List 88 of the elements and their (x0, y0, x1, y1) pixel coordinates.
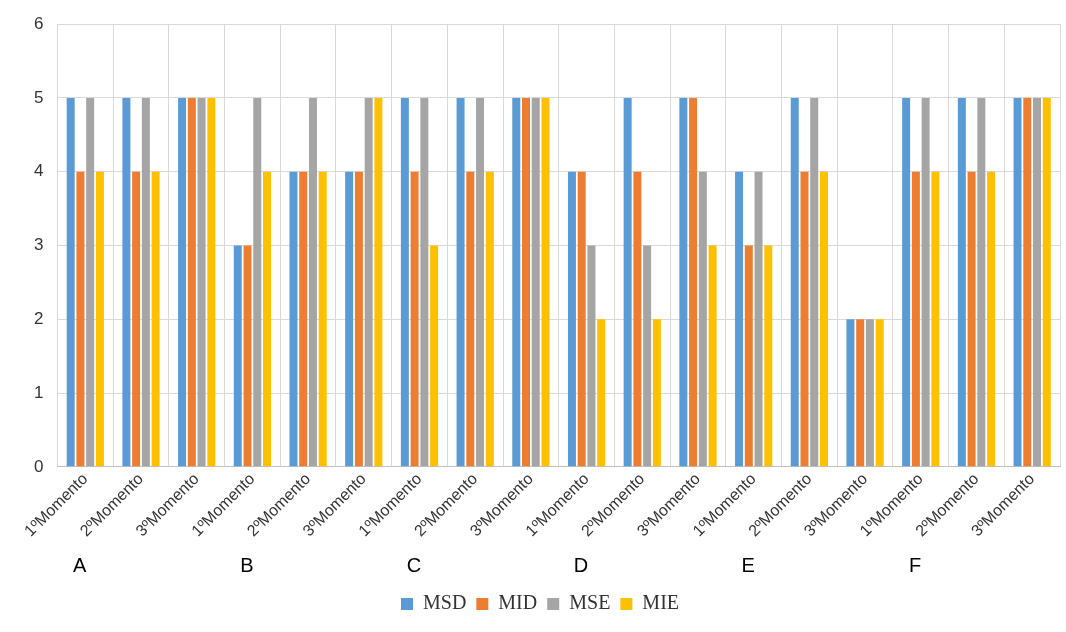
bar (744, 245, 753, 467)
bar (819, 171, 828, 467)
bar (790, 97, 799, 467)
bar (263, 171, 272, 467)
bar (308, 97, 317, 467)
bar (1013, 97, 1022, 467)
bar (86, 97, 95, 467)
bar (1033, 97, 1042, 467)
y-tick-label: 1 (33, 382, 44, 402)
bar (698, 171, 707, 467)
bar (187, 97, 196, 467)
bar (476, 97, 485, 467)
bar (299, 171, 308, 467)
bar (456, 97, 465, 467)
bar (420, 97, 429, 467)
bar (689, 97, 698, 467)
bar (531, 97, 540, 467)
bar (577, 171, 586, 467)
bar (633, 171, 642, 467)
legend-label: MIE (642, 591, 680, 614)
bar (708, 245, 717, 467)
bar (374, 97, 383, 467)
bar (679, 97, 688, 467)
bar (810, 97, 819, 467)
bar (95, 171, 104, 467)
text: E (741, 553, 755, 576)
bar (354, 171, 363, 467)
bar (400, 97, 409, 467)
bar (567, 171, 576, 467)
bar (132, 171, 141, 467)
bar (800, 171, 809, 467)
legend-label: MSD (422, 591, 467, 614)
bar (253, 97, 262, 467)
legend-label: MID (498, 591, 538, 614)
bar (597, 319, 606, 467)
bar (931, 171, 940, 467)
bar (243, 245, 252, 467)
bar (623, 97, 632, 467)
bar (289, 171, 298, 467)
y-tick-label: 3 (33, 235, 44, 255)
y-tick-label: 2 (33, 308, 44, 328)
bar (466, 171, 475, 467)
bar (197, 97, 206, 467)
bar (410, 171, 419, 467)
bar (764, 245, 773, 467)
bar (151, 171, 160, 467)
bar (987, 171, 996, 467)
bar (512, 97, 521, 467)
y-tick-label: 5 (33, 87, 44, 107)
bar (178, 97, 187, 467)
bar (652, 319, 661, 467)
bar (76, 171, 85, 467)
bar (318, 171, 327, 467)
text: A (73, 553, 88, 576)
bar (66, 97, 75, 467)
y-tick-label: 4 (33, 161, 44, 181)
bar (902, 97, 911, 467)
text: B (240, 553, 254, 576)
bar (122, 97, 131, 467)
bar (967, 171, 976, 467)
bar (735, 171, 744, 467)
bar (911, 171, 920, 467)
bar (1023, 97, 1032, 467)
y-tick-label: 6 (33, 13, 44, 33)
bar (1042, 97, 1051, 467)
bar (364, 97, 373, 467)
bar (865, 319, 874, 467)
bar (875, 319, 884, 467)
bar (207, 97, 216, 467)
bar (643, 245, 652, 467)
bar (587, 245, 596, 467)
legend-label: MSE (569, 591, 611, 614)
y-tick-label: 0 (33, 456, 44, 476)
bar (522, 97, 530, 467)
bar (233, 245, 242, 467)
bar (921, 97, 930, 467)
text: C (406, 553, 422, 576)
bar (846, 319, 855, 467)
bar (485, 171, 494, 467)
text: D (573, 553, 589, 576)
bar (345, 171, 354, 467)
bar (977, 97, 986, 467)
bar (141, 97, 150, 467)
bar (856, 319, 865, 467)
text: F (909, 553, 922, 576)
bar (957, 97, 966, 467)
bar (430, 245, 439, 467)
bar (754, 171, 763, 467)
